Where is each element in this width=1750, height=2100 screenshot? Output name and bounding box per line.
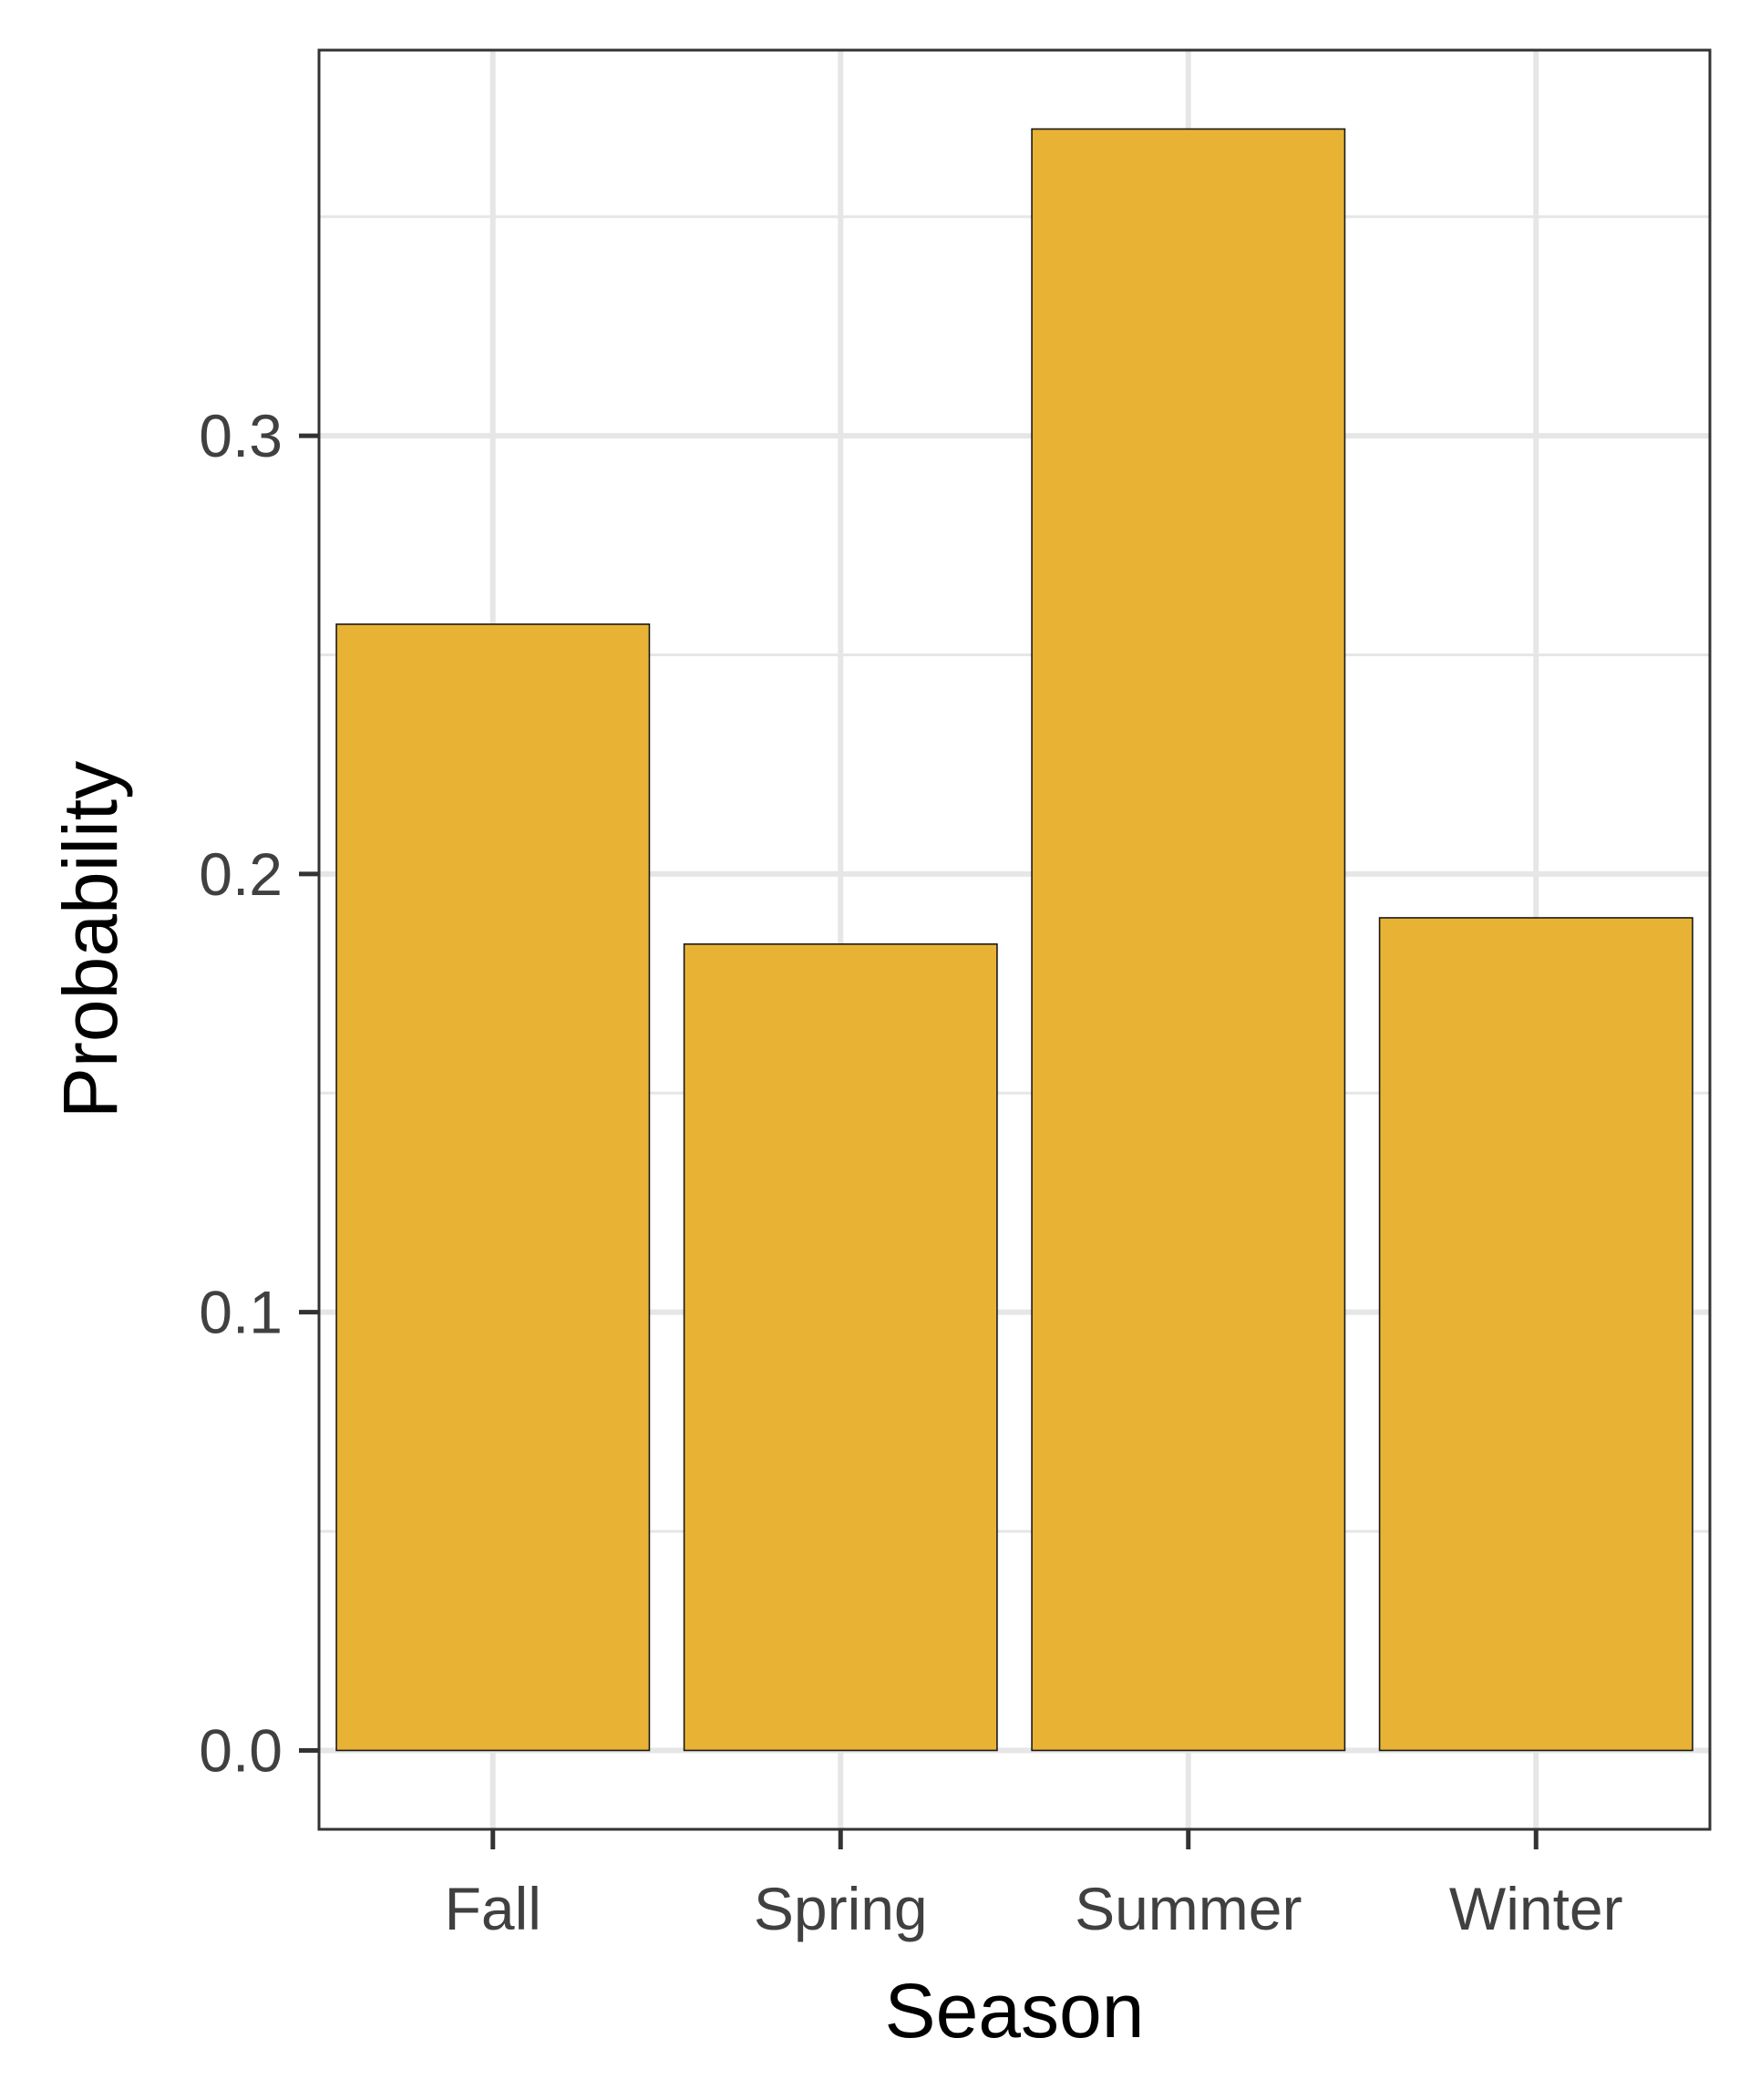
x-axis-title: Season (885, 1968, 1145, 2054)
y-tick-label: 0.2 (199, 840, 283, 908)
x-tick-label-spring: Spring (754, 1875, 928, 1942)
x-tick-label-fall: Fall (445, 1875, 541, 1942)
bar-summer (1031, 128, 1346, 1752)
bar-spring (683, 943, 998, 1752)
axes: 0.0 0.1 0.2 0.3 Fall Spring Summer Winter (199, 402, 1622, 1942)
bars (335, 128, 1693, 1752)
bar-fall (335, 623, 651, 1752)
x-tick-label-summer: Summer (1075, 1875, 1302, 1942)
y-tick-label: 0.1 (199, 1279, 283, 1346)
y-tick-label: 0.3 (199, 402, 283, 469)
panel-border (317, 48, 1712, 1831)
y-tick-label: 0.0 (199, 1716, 283, 1784)
bar-winter (1378, 917, 1693, 1752)
y-axis-title: Probability (47, 761, 133, 1118)
x-tick-label-winter: Winter (1449, 1875, 1623, 1942)
